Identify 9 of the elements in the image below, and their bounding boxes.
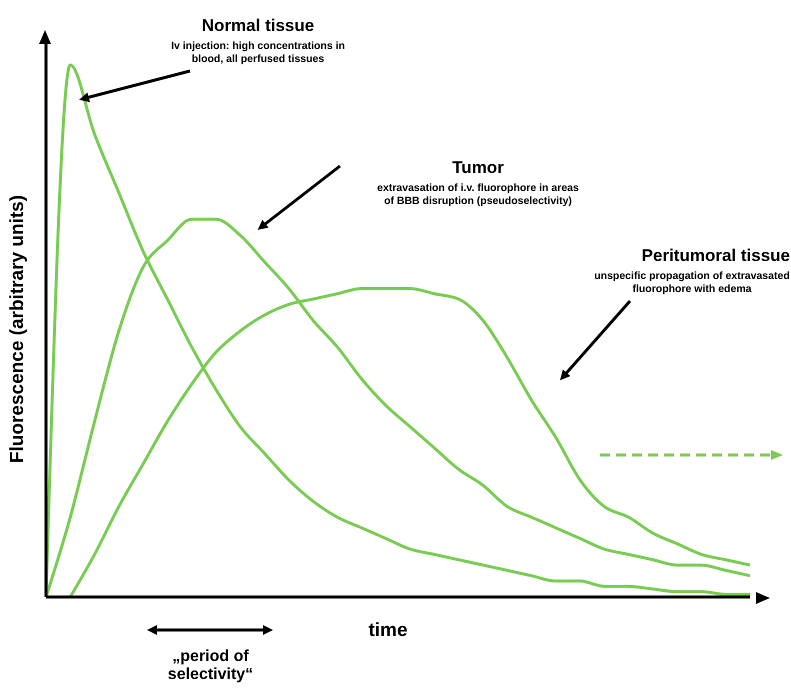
annotation: Iv injection: high concentrations in blood, all perfused tissues [170,40,346,66]
text: „period of selectivity“ [166,648,254,684]
annotation: Peritumoral tissue [640,246,790,266]
annotation: Tumor [451,158,505,178]
x-axis-title: time [367,620,409,642]
annotation: unspecific propagation of extravasated fluorophore with edema [594,270,790,296]
y-axis-title: Fluorescence (arbitrary units) [7,194,29,466]
annotation: extravasation of i.v. fluorophore in areas of BBB disruption (pseudoselectivity) [376,182,580,208]
text: Normal tissue [200,16,316,36]
